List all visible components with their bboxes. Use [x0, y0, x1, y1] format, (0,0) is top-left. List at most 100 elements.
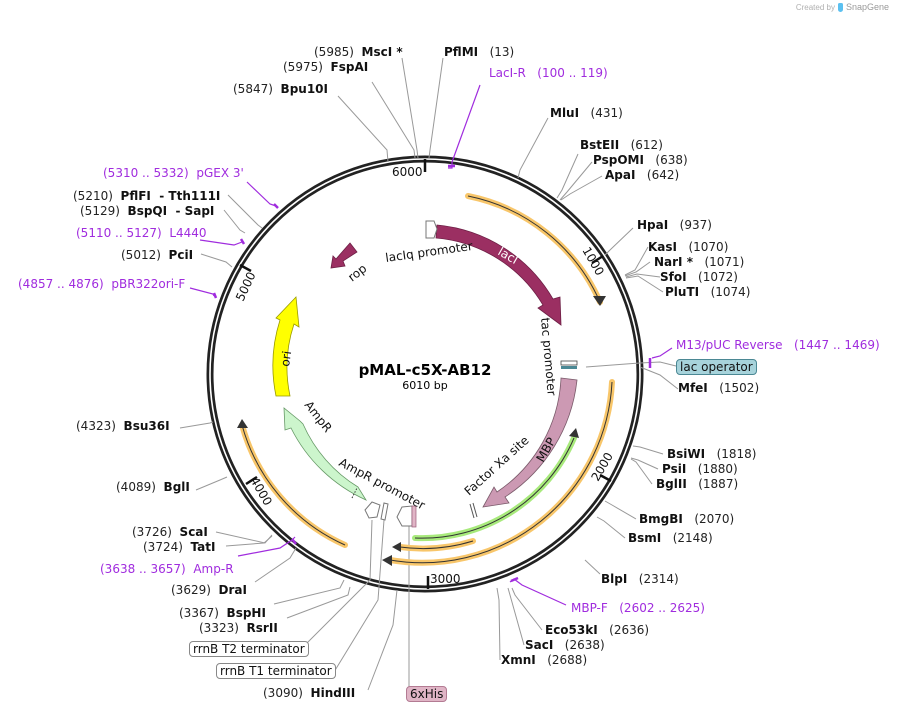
enzyme-name: NarI *: [654, 255, 693, 269]
primer-name: pBR322ori-F: [111, 277, 186, 291]
enzyme-kasI[interactable]: KasI (1070): [648, 240, 728, 254]
ori-feature[interactable]: [272, 296, 300, 397]
enzyme-pos: (3367): [179, 606, 219, 620]
enzyme-pos: (2638): [564, 638, 605, 652]
primer-range: (5110 .. 5127): [76, 226, 162, 240]
terminator-t2-mark: [380, 502, 389, 521]
enzyme-fspAI[interactable]: (5975) FspAI: [283, 60, 368, 74]
enzyme-bspHI[interactable]: (3367) BspHI: [179, 606, 266, 620]
enzyme-name: ScaI: [179, 525, 208, 539]
enzyme-name: TatI: [190, 540, 216, 554]
enzyme-pos: (4323): [76, 419, 116, 433]
enzyme-draI[interactable]: (3629) DraI: [171, 583, 247, 597]
enzyme-apaI[interactable]: ApaI (642): [605, 168, 679, 182]
enzyme-bsu36I[interactable]: (4323) Bsu36I: [76, 419, 170, 433]
enzyme-pos: (2688): [547, 653, 588, 667]
primer-range: (3638 .. 3657): [100, 562, 186, 576]
enzyme-scaI[interactable]: (3726) ScaI: [132, 525, 208, 539]
enzyme-hindIII[interactable]: (3090) HindIII: [263, 686, 355, 700]
primer-range: (5310 .. 5332): [103, 166, 189, 180]
AmpR-feature[interactable]: [283, 407, 368, 501]
enzyme-mfeI[interactable]: MfeI (1502): [678, 381, 759, 395]
enzyme-pflFI-tth111I[interactable]: (5210) PflFI - Tth111I: [73, 189, 220, 203]
enzyme-name: BsmI: [628, 531, 662, 545]
primer-name: M13/pUC Reverse: [676, 338, 783, 352]
enzyme-blpI[interactable]: BlpI (2314): [601, 572, 679, 586]
enzyme-mluI[interactable]: MluI (431): [550, 106, 623, 120]
primer-name: L4440: [169, 226, 207, 240]
enzyme-bstEII[interactable]: BstEII (612): [580, 138, 663, 152]
lacI-feature[interactable]: [435, 224, 562, 326]
primer-MBP-F[interactable]: MBP-F (2602 .. 2625): [571, 601, 705, 615]
tick-6000: 6000: [392, 165, 423, 179]
enzyme-tatI[interactable]: (3724) TatI: [143, 540, 215, 554]
primer-pBR322ori-F[interactable]: (4857 .. 4876) pBR322ori-F: [18, 277, 185, 291]
enzyme-pos: (4089): [116, 480, 156, 494]
enzyme-hpaI[interactable]: HpaI (937): [637, 218, 712, 232]
primer-lacI-R[interactable]: LacI-R (100 .. 119): [489, 66, 608, 80]
ori-label: ori: [278, 350, 294, 367]
AmpR-label: AmpR: [302, 398, 335, 435]
orf-arcs: [237, 193, 615, 566]
snapgene-credit: Created by SnapGene: [796, 2, 889, 12]
primer-name: LacI-R: [489, 66, 526, 80]
enzyme-name: PluTI: [665, 285, 700, 299]
enzyme-pluTI[interactable]: PluTI (1074): [665, 285, 750, 299]
lac-operator-label[interactable]: lac operator: [676, 359, 757, 375]
enzyme-psiI[interactable]: PsiI (1880): [662, 462, 738, 476]
enzyme-pos: (3724): [143, 540, 183, 554]
enzyme-bglII[interactable]: BglII (1887): [656, 477, 738, 491]
enzyme-pos: (2636): [609, 623, 650, 637]
rrnB-T2-terminator-label[interactable]: rrnB T2 terminator: [189, 641, 309, 657]
lacIq-promoter-feature[interactable]: [425, 220, 438, 239]
enzyme-name: SfoI: [660, 270, 687, 284]
enzyme-narI[interactable]: NarI * (1071): [654, 255, 744, 269]
enzyme-eco53kI[interactable]: Eco53kI (2636): [545, 623, 649, 637]
enzyme-pos: (1887): [698, 477, 739, 491]
enzyme-pos: (13): [489, 45, 515, 59]
primer-L4440[interactable]: (5110 .. 5127) L4440: [76, 226, 207, 240]
enzyme-bsiWI[interactable]: BsiWI (1818): [667, 447, 756, 461]
enzyme-name: BsiWI: [667, 447, 706, 461]
factor-xa-label: Factor Xa site: [462, 433, 532, 498]
enzyme-name: SacI: [525, 638, 554, 652]
primer-Amp-R[interactable]: (3638 .. 3657) Amp-R: [100, 562, 234, 576]
enzyme-pos: (2070): [694, 512, 735, 526]
enzyme-xmnI[interactable]: XmnI (2688): [501, 653, 587, 667]
rrnB-T1-terminator-label[interactable]: rrnB T1 terminator: [216, 663, 336, 679]
enzyme-name: MscI *: [361, 45, 403, 59]
MBP-feature[interactable]: [482, 377, 578, 508]
enzyme-name: PsiI: [662, 462, 687, 476]
enzyme-rsrII[interactable]: (3323) RsrII: [199, 621, 278, 635]
tick-3000: 3000: [430, 572, 461, 586]
enzyme-bglI[interactable]: (4089) BglI: [116, 480, 190, 494]
ampr-dotted-marker: [351, 487, 358, 499]
enzyme-name: BspQI - SapI: [127, 204, 215, 218]
enzyme-pflMI[interactable]: PflMI (13): [444, 45, 514, 59]
primer-m13-puc-reverse[interactable]: M13/pUC Reverse (1447 .. 1469): [676, 338, 880, 352]
enzyme-mscI[interactable]: (5985) MscI *: [314, 45, 403, 59]
his-tag-label[interactable]: 6xHis: [406, 686, 448, 702]
enzyme-pos: (937): [679, 218, 712, 232]
enzyme-pciI[interactable]: (5012) PciI: [121, 248, 193, 262]
enzyme-sfoI[interactable]: SfoI (1072): [660, 270, 738, 284]
enzyme-name: RsrII: [246, 621, 278, 635]
enzyme-pos: (1502): [719, 381, 760, 395]
enzyme-pos: (5975): [283, 60, 323, 74]
enzyme-bpu10I[interactable]: (5847) Bpu10I: [233, 82, 328, 96]
snapgene-logo-icon: [837, 2, 843, 12]
enzyme-pspOMI[interactable]: PspOMI (638): [593, 153, 688, 167]
enzyme-name: PspOMI: [593, 153, 644, 167]
enzyme-bspQI-sapI[interactable]: (5129) BspQI - SapI: [80, 204, 214, 218]
enzyme-bsmI[interactable]: BsmI (2148): [628, 531, 713, 545]
enzyme-name: PflFI - Tth111I: [120, 189, 221, 203]
primer-pGEX-3[interactable]: (5310 .. 5332) pGEX 3': [103, 166, 244, 180]
credit-prefix: Created by: [795, 2, 835, 12]
enzyme-name: HpaI: [637, 218, 669, 232]
primer-range: (1447 .. 1469): [793, 338, 880, 352]
rop-feature[interactable]: [330, 242, 358, 269]
AmpR-promoter-feature[interactable]: [364, 501, 381, 519]
enzyme-bmgBI[interactable]: BmgBI (2070): [639, 512, 734, 526]
enzyme-pos: (1072): [698, 270, 738, 284]
enzyme-sacI[interactable]: SacI (2638): [525, 638, 605, 652]
